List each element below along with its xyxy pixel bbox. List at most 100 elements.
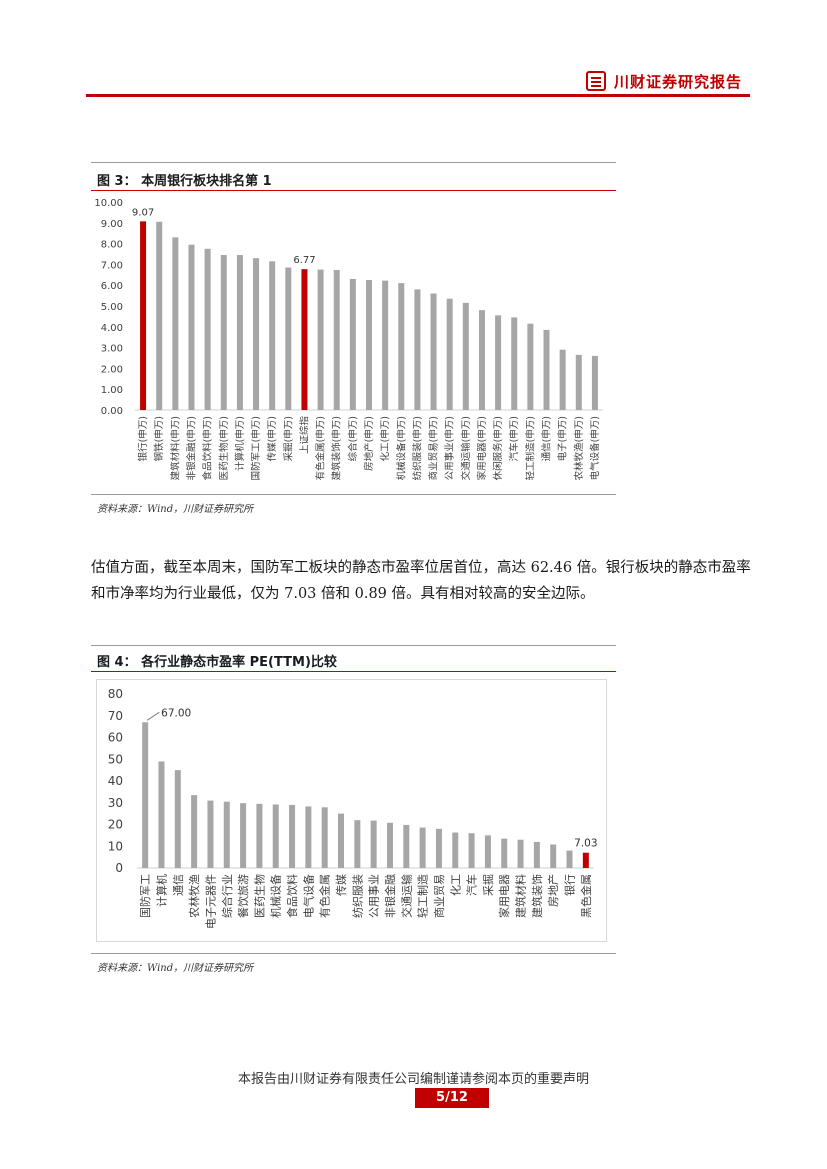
x-tick-label: 商业贸易 xyxy=(432,874,446,918)
bar xyxy=(511,317,518,410)
x-tick-label: 化工 xyxy=(448,874,462,896)
x-tick-label: 黑色金属 xyxy=(579,874,593,918)
bar xyxy=(305,806,312,868)
figure3-title-rule xyxy=(91,190,616,191)
y-tick-label: 20 xyxy=(108,818,123,832)
bar xyxy=(559,349,566,410)
figure3-bar-chart: 0.00 1.00 2.00 3.00 4.00 5.00 6.00 7.00 8.00 9.00… xyxy=(94,198,603,480)
x-tick-label: 纺织服装(申万) xyxy=(411,416,423,480)
x-tick-label: 电子元器件 xyxy=(204,874,217,929)
bar xyxy=(354,820,361,868)
x-tick-label: 商业贸易(申万) xyxy=(428,416,440,480)
footer-disclaimer: 本报告由川财证券有限责任公司编制谨请参阅本页的重要声明 xyxy=(237,1072,589,1087)
bar xyxy=(317,269,324,410)
bar xyxy=(366,280,372,410)
figure3-bottom-rule xyxy=(91,494,616,495)
bar xyxy=(370,820,377,868)
x-tick-label: 房地产 xyxy=(546,874,560,907)
y-tick-label: 50 xyxy=(108,752,123,766)
x-tick-label: 传媒 xyxy=(335,874,348,896)
bar xyxy=(414,289,421,410)
data-label: 6.77 xyxy=(293,255,315,266)
x-tick-label: 公用事业(申万) xyxy=(444,416,456,480)
x-tick-label: 银行(申万) xyxy=(137,416,149,461)
bar xyxy=(419,827,426,868)
bar xyxy=(220,255,227,410)
y-tick-label: 7.00 xyxy=(101,260,123,271)
bar xyxy=(543,329,550,410)
figure4-title: 图 4： 各行业静态市盈率 PE(TTM)比较 xyxy=(97,655,337,670)
y-tick-label: 9.00 xyxy=(101,219,123,230)
bar xyxy=(527,323,534,410)
x-tick-label: 食品饮料(申万) xyxy=(202,416,214,480)
x-tick-label: 建筑材料 xyxy=(514,874,528,918)
bar xyxy=(398,283,405,410)
x-tick-label: 汽车 xyxy=(465,874,479,896)
figure4-bar-chart: 0 10 20 30 40 50 60 70 80 国防军工 计算机 通信 农林牧渔 电子元器件 综合行业餐… xyxy=(108,687,598,929)
bar xyxy=(256,803,263,868)
valuation-paragraph: 估值方面，截至本周末，国防军工板块的静态市盈率位居首位，高达 62.46 倍。银… xyxy=(91,560,751,602)
bar xyxy=(446,298,453,410)
x-tick-label: 纺织服装 xyxy=(350,874,364,918)
x-tick-label: 建筑装饰(申万) xyxy=(331,416,343,480)
y-tick-label: 5.00 xyxy=(101,302,123,313)
bar xyxy=(204,248,211,410)
y-tick-label: 40 xyxy=(108,774,123,788)
x-tick-label: 采掘(申万) xyxy=(282,416,294,461)
x-tick-label: 交通运输 xyxy=(399,874,413,918)
bar xyxy=(174,770,181,868)
bar xyxy=(575,354,582,410)
bar xyxy=(501,838,508,868)
x-tick-label: 家用电器(申万) xyxy=(476,416,488,480)
x-tick-label: 计算机 xyxy=(154,874,168,907)
x-tick-label: 家用电器 xyxy=(497,874,511,918)
bar xyxy=(484,835,491,868)
x-tick-label: 化工(申万) xyxy=(379,416,391,461)
bar xyxy=(582,852,589,868)
bar xyxy=(236,255,243,410)
bar xyxy=(435,828,442,868)
x-tick-label: 建筑材料(申万) xyxy=(169,416,181,480)
x-tick-label: 农林牧渔 xyxy=(187,874,201,918)
bar xyxy=(382,280,389,410)
bar xyxy=(140,221,147,410)
header-brand: 川财证券研究报告 xyxy=(586,70,742,92)
bar xyxy=(386,822,393,868)
x-tick-label: 电气设备 xyxy=(301,874,315,918)
figure4-chart-frame xyxy=(96,679,607,942)
x-tick-label: 有色金属 xyxy=(318,874,332,918)
header-divider xyxy=(86,94,750,97)
bar xyxy=(321,807,328,868)
x-tick-label: 电子(申万) xyxy=(557,416,569,461)
y-tick-label: 60 xyxy=(108,731,123,745)
brand-name: 川财证券研究报告 xyxy=(614,72,743,91)
x-tick-label: 建筑装饰 xyxy=(530,874,544,918)
bar xyxy=(403,824,410,868)
bar xyxy=(566,850,573,868)
bar xyxy=(452,832,459,868)
bar xyxy=(188,244,195,410)
bar xyxy=(301,269,308,410)
x-tick-label: 医药生物(申万) xyxy=(218,416,230,480)
x-tick-label: 传媒(申万) xyxy=(266,416,278,461)
bar xyxy=(158,761,165,868)
y-tick-label: 70 xyxy=(108,709,123,723)
bar xyxy=(517,839,524,868)
y-tick-label: 2.00 xyxy=(101,364,123,375)
bar xyxy=(253,258,260,410)
y-tick-label: 1.00 xyxy=(101,385,123,396)
x-tick-label: 医药生物 xyxy=(252,874,266,918)
bar xyxy=(191,795,198,868)
x-tick-label: 国防军工(申万) xyxy=(250,416,262,480)
bar xyxy=(591,355,598,410)
bar xyxy=(462,302,469,410)
y-tick-label: 4.00 xyxy=(101,323,123,334)
x-tick-label: 通信 xyxy=(172,874,185,896)
page-number: 5/12 xyxy=(415,1088,489,1108)
bar xyxy=(207,800,214,868)
bar xyxy=(349,278,356,410)
x-tick-label: 综合(申万) xyxy=(347,416,359,461)
x-tick-label: 公用事业 xyxy=(368,874,381,918)
bar xyxy=(285,267,292,410)
company-logo-icon xyxy=(586,71,606,91)
